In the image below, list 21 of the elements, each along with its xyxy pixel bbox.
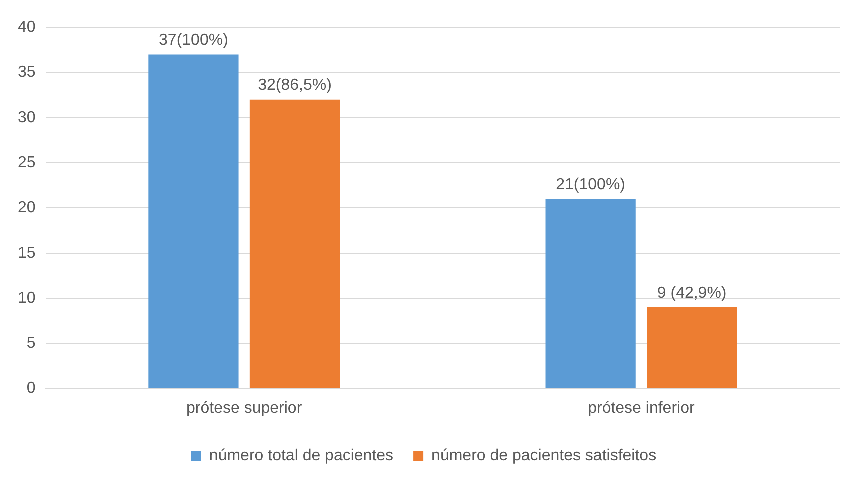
data-label: 9 (42,9%) bbox=[657, 284, 727, 302]
y-tick-label: 0 bbox=[26, 380, 36, 398]
bar bbox=[546, 199, 636, 388]
y-tick-label: 15 bbox=[18, 244, 36, 262]
bar bbox=[148, 54, 239, 388]
legend-label: número de pacientes satisfeitos bbox=[432, 447, 657, 464]
y-tick-label: 10 bbox=[18, 290, 36, 307]
bar bbox=[647, 308, 738, 388]
x-tick-label: prótese inferior bbox=[588, 400, 696, 417]
y-tick-label: 40 bbox=[18, 19, 36, 36]
x-tick-label: prótese superior bbox=[186, 400, 303, 417]
y-tick-label: 20 bbox=[18, 200, 36, 217]
legend-label: número total de pacientes bbox=[209, 447, 394, 464]
data-label: 21(100%) bbox=[556, 176, 626, 194]
y-tick-label: 30 bbox=[18, 109, 36, 126]
bar bbox=[250, 100, 340, 388]
data-label: 32(86,5%) bbox=[258, 77, 332, 94]
y-tick-label: 35 bbox=[18, 64, 36, 82]
y-tick-label: 5 bbox=[26, 335, 36, 352]
data-label: 37(100%) bbox=[159, 32, 228, 50]
y-tick-label: 25 bbox=[18, 154, 36, 172]
